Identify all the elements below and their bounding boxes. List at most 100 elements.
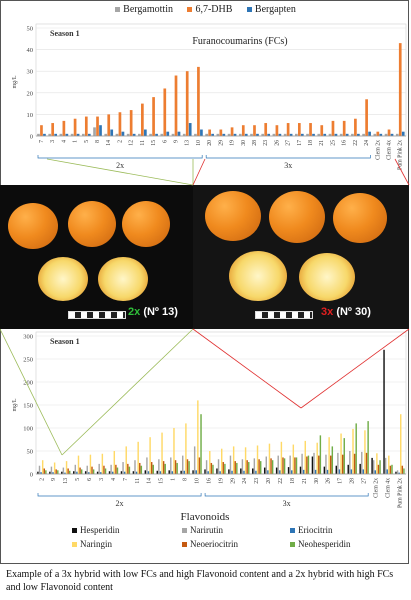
cut-fruit [98, 257, 148, 301]
bar [162, 461, 165, 474]
bar [231, 470, 233, 474]
whole-fruit [68, 201, 116, 247]
bar [219, 471, 221, 474]
bar [317, 133, 321, 136]
bar [54, 133, 58, 136]
bar [132, 471, 135, 474]
figure-caption: Example of a 3x hybrid with low FCs and … [6, 569, 394, 593]
bar [41, 460, 44, 474]
season-label: Season 1 [50, 337, 80, 346]
group-bracket [37, 155, 203, 159]
bar [391, 464, 393, 474]
bar [241, 459, 244, 474]
bar [297, 123, 301, 136]
bar [250, 133, 253, 136]
whole-fruit [333, 193, 387, 243]
bar [359, 463, 361, 474]
bar [193, 446, 196, 474]
cut-fruit [38, 257, 88, 301]
bar [132, 133, 136, 136]
y-tick-label: 200 [23, 380, 33, 387]
x-tick-label: Pum Pink 2x [397, 478, 403, 508]
bar [205, 133, 208, 136]
x-tick-label: 14 [147, 478, 153, 484]
x-tick-label: 20 [266, 478, 272, 484]
bar [384, 457, 387, 474]
bar [76, 133, 80, 136]
photo-2x-hybrid: 2x (Nº 13) [0, 185, 193, 329]
photo-label-3x: 3x (Nº 30) [321, 306, 371, 318]
bar [53, 462, 56, 474]
bar [353, 453, 356, 474]
bar [126, 133, 130, 136]
bar [170, 457, 172, 474]
bar [205, 460, 208, 474]
bar [77, 455, 80, 474]
bar [140, 465, 143, 474]
legend-naringin: Naringin [72, 539, 112, 549]
group-bracket [204, 493, 369, 497]
bar [62, 467, 65, 474]
bar [152, 97, 155, 136]
bar [96, 471, 99, 474]
bar [195, 470, 197, 474]
bar [121, 131, 125, 136]
x-tick-label: Pum Pink 2x [398, 140, 404, 170]
bar [387, 129, 391, 136]
bar [376, 131, 380, 136]
legend-bergamottin: Bergamottin [115, 4, 173, 15]
bar [351, 133, 354, 136]
y-axis-label: mg/L [12, 398, 18, 411]
bar [292, 444, 295, 474]
bar [244, 447, 247, 474]
bar [379, 133, 383, 136]
bar [80, 469, 83, 474]
bar [384, 133, 388, 136]
x-tick-label: 19 [218, 478, 224, 484]
x-tick-label: 16 [342, 140, 348, 146]
bar [311, 456, 314, 474]
bar [89, 454, 92, 474]
y-tick-label: 0 [30, 134, 33, 141]
bar [291, 470, 293, 474]
x-tick-label: 17 [338, 478, 344, 484]
photo-3x-hybrid: 3x (Nº 30) [193, 185, 409, 329]
bar [108, 471, 111, 474]
bar [374, 470, 377, 474]
bar [147, 471, 150, 474]
bar [403, 468, 405, 474]
bar [138, 133, 141, 136]
bar [180, 470, 182, 474]
bar [306, 133, 309, 136]
bar [277, 455, 279, 474]
bar [398, 472, 400, 474]
bar [278, 133, 282, 136]
bar [256, 133, 259, 136]
x-tick-label: 24 [242, 478, 248, 484]
bar [188, 461, 190, 474]
bar [280, 441, 283, 474]
x-tick-label: 8 [183, 478, 189, 481]
bar [367, 421, 369, 474]
bar [331, 446, 334, 474]
x-tick-label: 9 [51, 478, 57, 481]
bar [267, 133, 271, 136]
bar [312, 133, 315, 136]
bar [398, 43, 402, 136]
x-tick-label: 1 [73, 140, 79, 143]
x-tick-label: 13 [185, 140, 191, 146]
bar [92, 469, 95, 474]
x-tick-label: 27 [362, 478, 368, 484]
bar [224, 463, 226, 474]
bar [192, 470, 194, 474]
bar [219, 129, 223, 136]
bar [37, 133, 40, 136]
bar [216, 133, 220, 136]
bar [156, 470, 158, 474]
bar [253, 125, 256, 136]
bar [395, 133, 399, 136]
bar [118, 112, 122, 136]
x-tick-label: 25 [330, 140, 336, 146]
bar [40, 472, 42, 474]
bar [232, 446, 235, 474]
